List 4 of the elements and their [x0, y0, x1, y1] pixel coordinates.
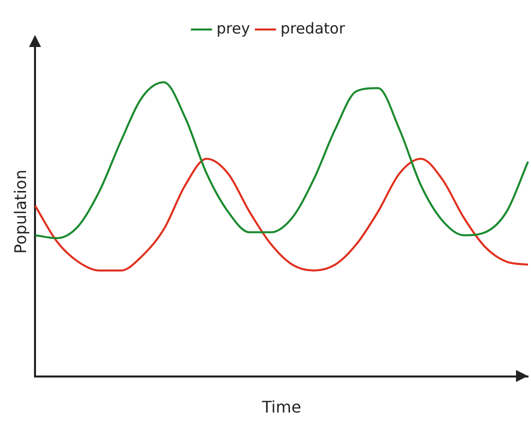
x-axis-title: Time [261, 398, 302, 417]
legend-label: predator [280, 19, 346, 38]
legend-label: prey [216, 19, 250, 38]
y-axis-title: Population [10, 170, 30, 254]
